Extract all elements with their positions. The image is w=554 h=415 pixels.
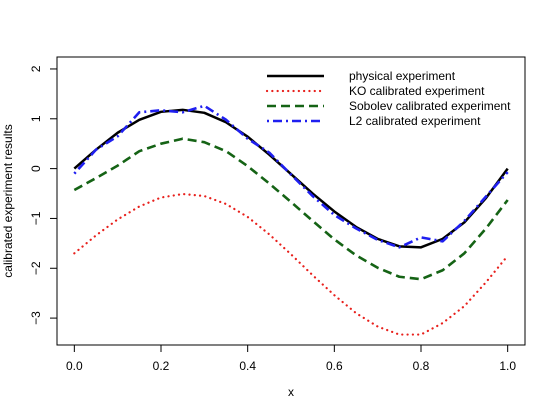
x-tick-label: 0.0 [66,359,83,373]
series-line-4 [73,104,509,249]
legend-label-2: KO calibrated experiment [349,84,485,98]
y-axis-label: calibrated experiment results [1,124,15,277]
y-tick-label: 0 [29,165,43,172]
x-tick-label: 0.8 [413,359,430,373]
x-axis-label: x [288,385,294,399]
series-line-3 [73,137,509,281]
legend-label-4: L2 calibrated experiment [349,114,481,128]
y-tick-label: −3 [29,311,43,325]
x-tick-label: 0.6 [326,359,343,373]
x-tick-label: 0.2 [153,359,170,373]
x-tick-label: 0.4 [239,359,256,373]
x-axis: 0.0 0.2 0.4 0.6 0.8 1.0 [66,344,516,373]
legend-label-1: physical experiment [349,69,456,83]
series-line-1 [73,108,509,249]
y-tick-label: 1 [29,115,43,122]
legend-label-3: Sobolev calibrated experiment [349,99,511,113]
series-layer [73,104,509,336]
x-tick-label: 1.0 [499,359,516,373]
y-tick-label: 2 [29,65,43,72]
y-tick-label: −1 [29,211,43,225]
y-axis: −3 −2 −1 0 1 2 [29,65,58,325]
y-tick-label: −2 [29,261,43,275]
series-line-2 [73,192,509,336]
